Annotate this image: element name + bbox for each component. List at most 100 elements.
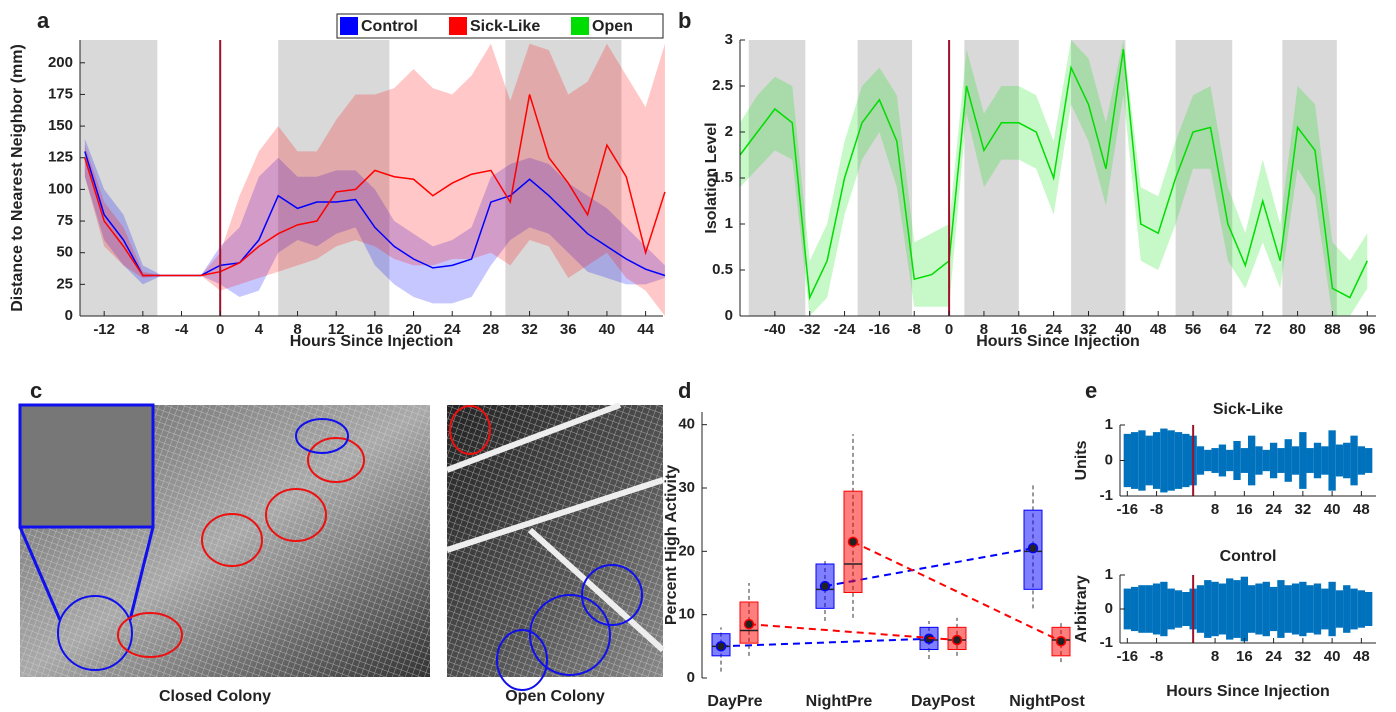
y-tick-label: 1 — [725, 215, 733, 232]
amplitude — [1291, 583, 1300, 635]
amplitude — [1269, 586, 1278, 632]
amplitude — [1328, 430, 1336, 491]
amplitude — [1291, 446, 1300, 475]
y-tick-label: 3 — [725, 31, 733, 48]
x-tick-label: 72 — [1254, 321, 1271, 338]
mean-marker — [743, 618, 755, 630]
amplitude — [1313, 583, 1322, 635]
amplitude — [1357, 446, 1366, 475]
x-tick-label: 80 — [1289, 321, 1306, 338]
amplitude — [1335, 444, 1344, 477]
mean-marker — [951, 634, 963, 646]
y-tick-label: -1 — [1100, 487, 1113, 504]
amplitude — [1248, 585, 1256, 633]
x-tick-label: 48 — [1353, 648, 1370, 665]
x-tick-label: 24 — [444, 321, 461, 338]
amplitude — [1123, 433, 1131, 488]
legend-swatch — [340, 17, 358, 35]
amplitude — [1204, 580, 1212, 638]
x-tick-label: 32 — [1080, 321, 1097, 338]
amplitude — [1167, 430, 1175, 491]
y-tick-label: 20 — [678, 542, 695, 559]
photo-caption: Closed Colony — [159, 688, 271, 705]
x-tick-label: -16 — [1116, 648, 1138, 665]
x-tick-label: -16 — [869, 321, 891, 338]
amplitude — [1321, 588, 1329, 630]
amplitude — [1233, 440, 1241, 481]
y-tick-label: 75 — [56, 212, 73, 229]
x-tick-label: 88 — [1324, 321, 1341, 338]
x-tick-label: 36 — [560, 321, 577, 338]
x-tick-label: 32 — [1295, 501, 1312, 518]
amplitude — [1152, 583, 1161, 635]
x-tick-label: 48 — [1150, 321, 1167, 338]
amplitude — [1335, 590, 1344, 628]
y-tick-label: 0 — [1105, 451, 1113, 468]
amplitude — [1299, 432, 1307, 489]
y-axis-label: Arbitrary — [1073, 575, 1090, 643]
legend-swatch — [449, 17, 467, 35]
legend-label: Sick-Like — [470, 18, 540, 35]
panel-label: c — [30, 378, 42, 403]
night-period — [964, 40, 1019, 316]
amplitude — [1277, 448, 1285, 473]
amplitude — [1211, 581, 1219, 637]
y-tick-label: 1.5 — [712, 169, 733, 186]
y-tick-label: -1 — [1100, 634, 1113, 651]
chart-title: Sick-Like — [1213, 401, 1283, 418]
mean-marker — [847, 536, 859, 548]
amplitude — [1233, 580, 1241, 638]
amplitude — [1365, 592, 1373, 626]
x-tick-label: 12 — [328, 321, 345, 338]
y-tick-label: 150 — [48, 117, 73, 134]
amplitude — [1152, 432, 1161, 489]
x-tick-label: 20 — [405, 321, 422, 338]
x-tick-label: 64 — [1220, 321, 1237, 338]
x-tick-label: 4 — [255, 321, 264, 338]
chart-title: Control — [1220, 548, 1277, 565]
y-tick-label: 50 — [56, 244, 73, 261]
series-line — [739, 49, 1368, 301]
x-tick-label: NightPost — [1009, 693, 1085, 710]
amplitude — [1130, 586, 1139, 632]
x-tick-label: 0 — [945, 321, 953, 338]
amplitude — [1174, 590, 1183, 628]
y-tick-label: 1 — [1105, 416, 1113, 433]
amplitude — [1350, 435, 1358, 486]
mean-marker — [819, 580, 831, 592]
amplitude — [1343, 442, 1351, 479]
y-tick-label: 175 — [48, 85, 73, 102]
series-line — [84, 94, 666, 277]
x-tick-label: 8 — [980, 321, 988, 338]
night-period — [857, 40, 913, 316]
y-tick-label: 10 — [678, 606, 695, 623]
amplitude — [1145, 435, 1153, 486]
x-tick-label: 40 — [1324, 648, 1341, 665]
x-tick-label: 44 — [637, 321, 654, 338]
amplitude — [1211, 448, 1219, 473]
amplitude — [1182, 592, 1190, 626]
y-tick-label: 200 — [48, 54, 73, 71]
y-tick-label: 2.5 — [712, 77, 733, 94]
amplitude — [1269, 442, 1278, 479]
x-tick-label: -8 — [1150, 648, 1163, 665]
amplitude — [1130, 432, 1139, 489]
range-band — [84, 43, 665, 317]
amplitude — [1306, 448, 1314, 473]
amplitude — [1196, 446, 1205, 475]
amplitude — [1299, 581, 1307, 637]
x-tick-label: -12 — [93, 321, 115, 338]
legend-box — [336, 13, 664, 39]
amplitude — [1160, 581, 1168, 637]
mean-marker — [1055, 636, 1067, 647]
amplitude — [1138, 430, 1146, 491]
amplitude — [1240, 576, 1248, 642]
x-tick-label: 16 — [1010, 321, 1027, 338]
x-tick-label: DayPost — [911, 693, 976, 710]
amplitude — [1262, 449, 1270, 472]
mean-marker — [715, 641, 727, 652]
y-tick-label: 100 — [48, 180, 73, 197]
amplitude — [1284, 585, 1292, 633]
amplitude — [1167, 588, 1175, 630]
